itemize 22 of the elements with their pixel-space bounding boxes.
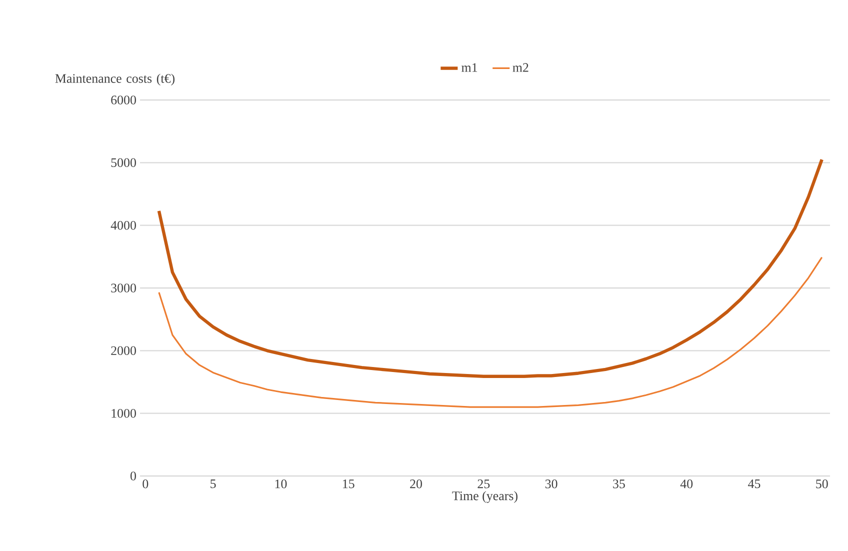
x-tick-label: 30 <box>545 480 558 488</box>
x-tick-label: 45 <box>748 480 760 488</box>
y-tick-label: 3000 <box>111 284 136 292</box>
y-tick-label: 2000 <box>111 346 136 356</box>
x-axis-title: Time (years) <box>452 491 518 503</box>
legend-label: m1 <box>462 63 478 72</box>
x-tick-label: 20 <box>410 480 422 488</box>
x-tick-label: 40 <box>680 480 693 488</box>
y-tick-label: 4000 <box>110 220 136 230</box>
y-tick-label: 0 <box>130 472 136 480</box>
y-tick-label: 6000 <box>111 96 136 104</box>
x-tick-label: 35 <box>613 480 625 488</box>
y-tick-label: 1000 <box>112 408 136 418</box>
x-tick-label: 0 <box>142 480 148 488</box>
x-tick-label: 10 <box>275 480 287 488</box>
x-tick-label: 50 <box>816 480 828 488</box>
y-axis-title: Maintenance costs (t€) <box>55 74 175 86</box>
x-tick-label: 5 <box>210 480 216 488</box>
x-tick-label: 25 <box>478 480 490 488</box>
x-tick-label: 15 <box>343 480 354 488</box>
legend-label: m2 <box>512 63 528 72</box>
y-tick-label: 5000 <box>111 158 136 168</box>
